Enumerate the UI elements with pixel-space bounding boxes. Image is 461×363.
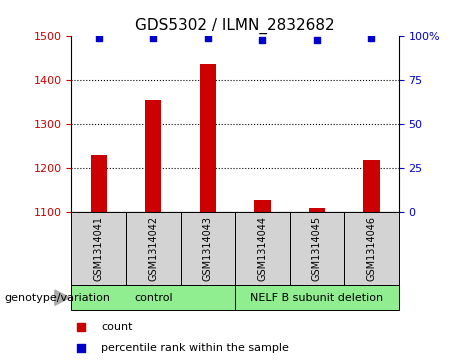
Text: genotype/variation: genotype/variation — [5, 293, 111, 303]
Text: GSM1314042: GSM1314042 — [148, 216, 158, 281]
Bar — [90, 155, 107, 212]
Point — [204, 35, 212, 41]
Bar — [254, 200, 271, 212]
Bar — [181, 212, 235, 285]
Text: control: control — [134, 293, 172, 303]
Point — [77, 324, 85, 330]
Bar — [363, 160, 380, 212]
Text: GSM1314045: GSM1314045 — [312, 216, 322, 281]
Bar — [200, 64, 216, 212]
Bar — [71, 285, 235, 310]
Text: GSM1314041: GSM1314041 — [94, 216, 104, 281]
Text: GSM1314043: GSM1314043 — [203, 216, 213, 281]
Polygon shape — [55, 290, 70, 305]
Point — [77, 345, 85, 351]
Bar — [309, 208, 325, 212]
Bar — [71, 212, 126, 285]
Bar — [290, 212, 344, 285]
Point — [313, 37, 321, 43]
Bar — [235, 212, 290, 285]
Title: GDS5302 / ILMN_2832682: GDS5302 / ILMN_2832682 — [135, 17, 335, 33]
Bar — [145, 100, 161, 212]
Bar — [126, 212, 181, 285]
Point — [368, 35, 375, 41]
Text: NELF B subunit deletion: NELF B subunit deletion — [250, 293, 384, 303]
Text: GSM1314044: GSM1314044 — [257, 216, 267, 281]
Bar — [344, 212, 399, 285]
Text: count: count — [101, 322, 132, 332]
Point — [259, 37, 266, 43]
Point — [95, 35, 102, 41]
Text: GSM1314046: GSM1314046 — [366, 216, 377, 281]
Bar — [235, 285, 399, 310]
Point — [149, 35, 157, 41]
Text: percentile rank within the sample: percentile rank within the sample — [101, 343, 289, 353]
